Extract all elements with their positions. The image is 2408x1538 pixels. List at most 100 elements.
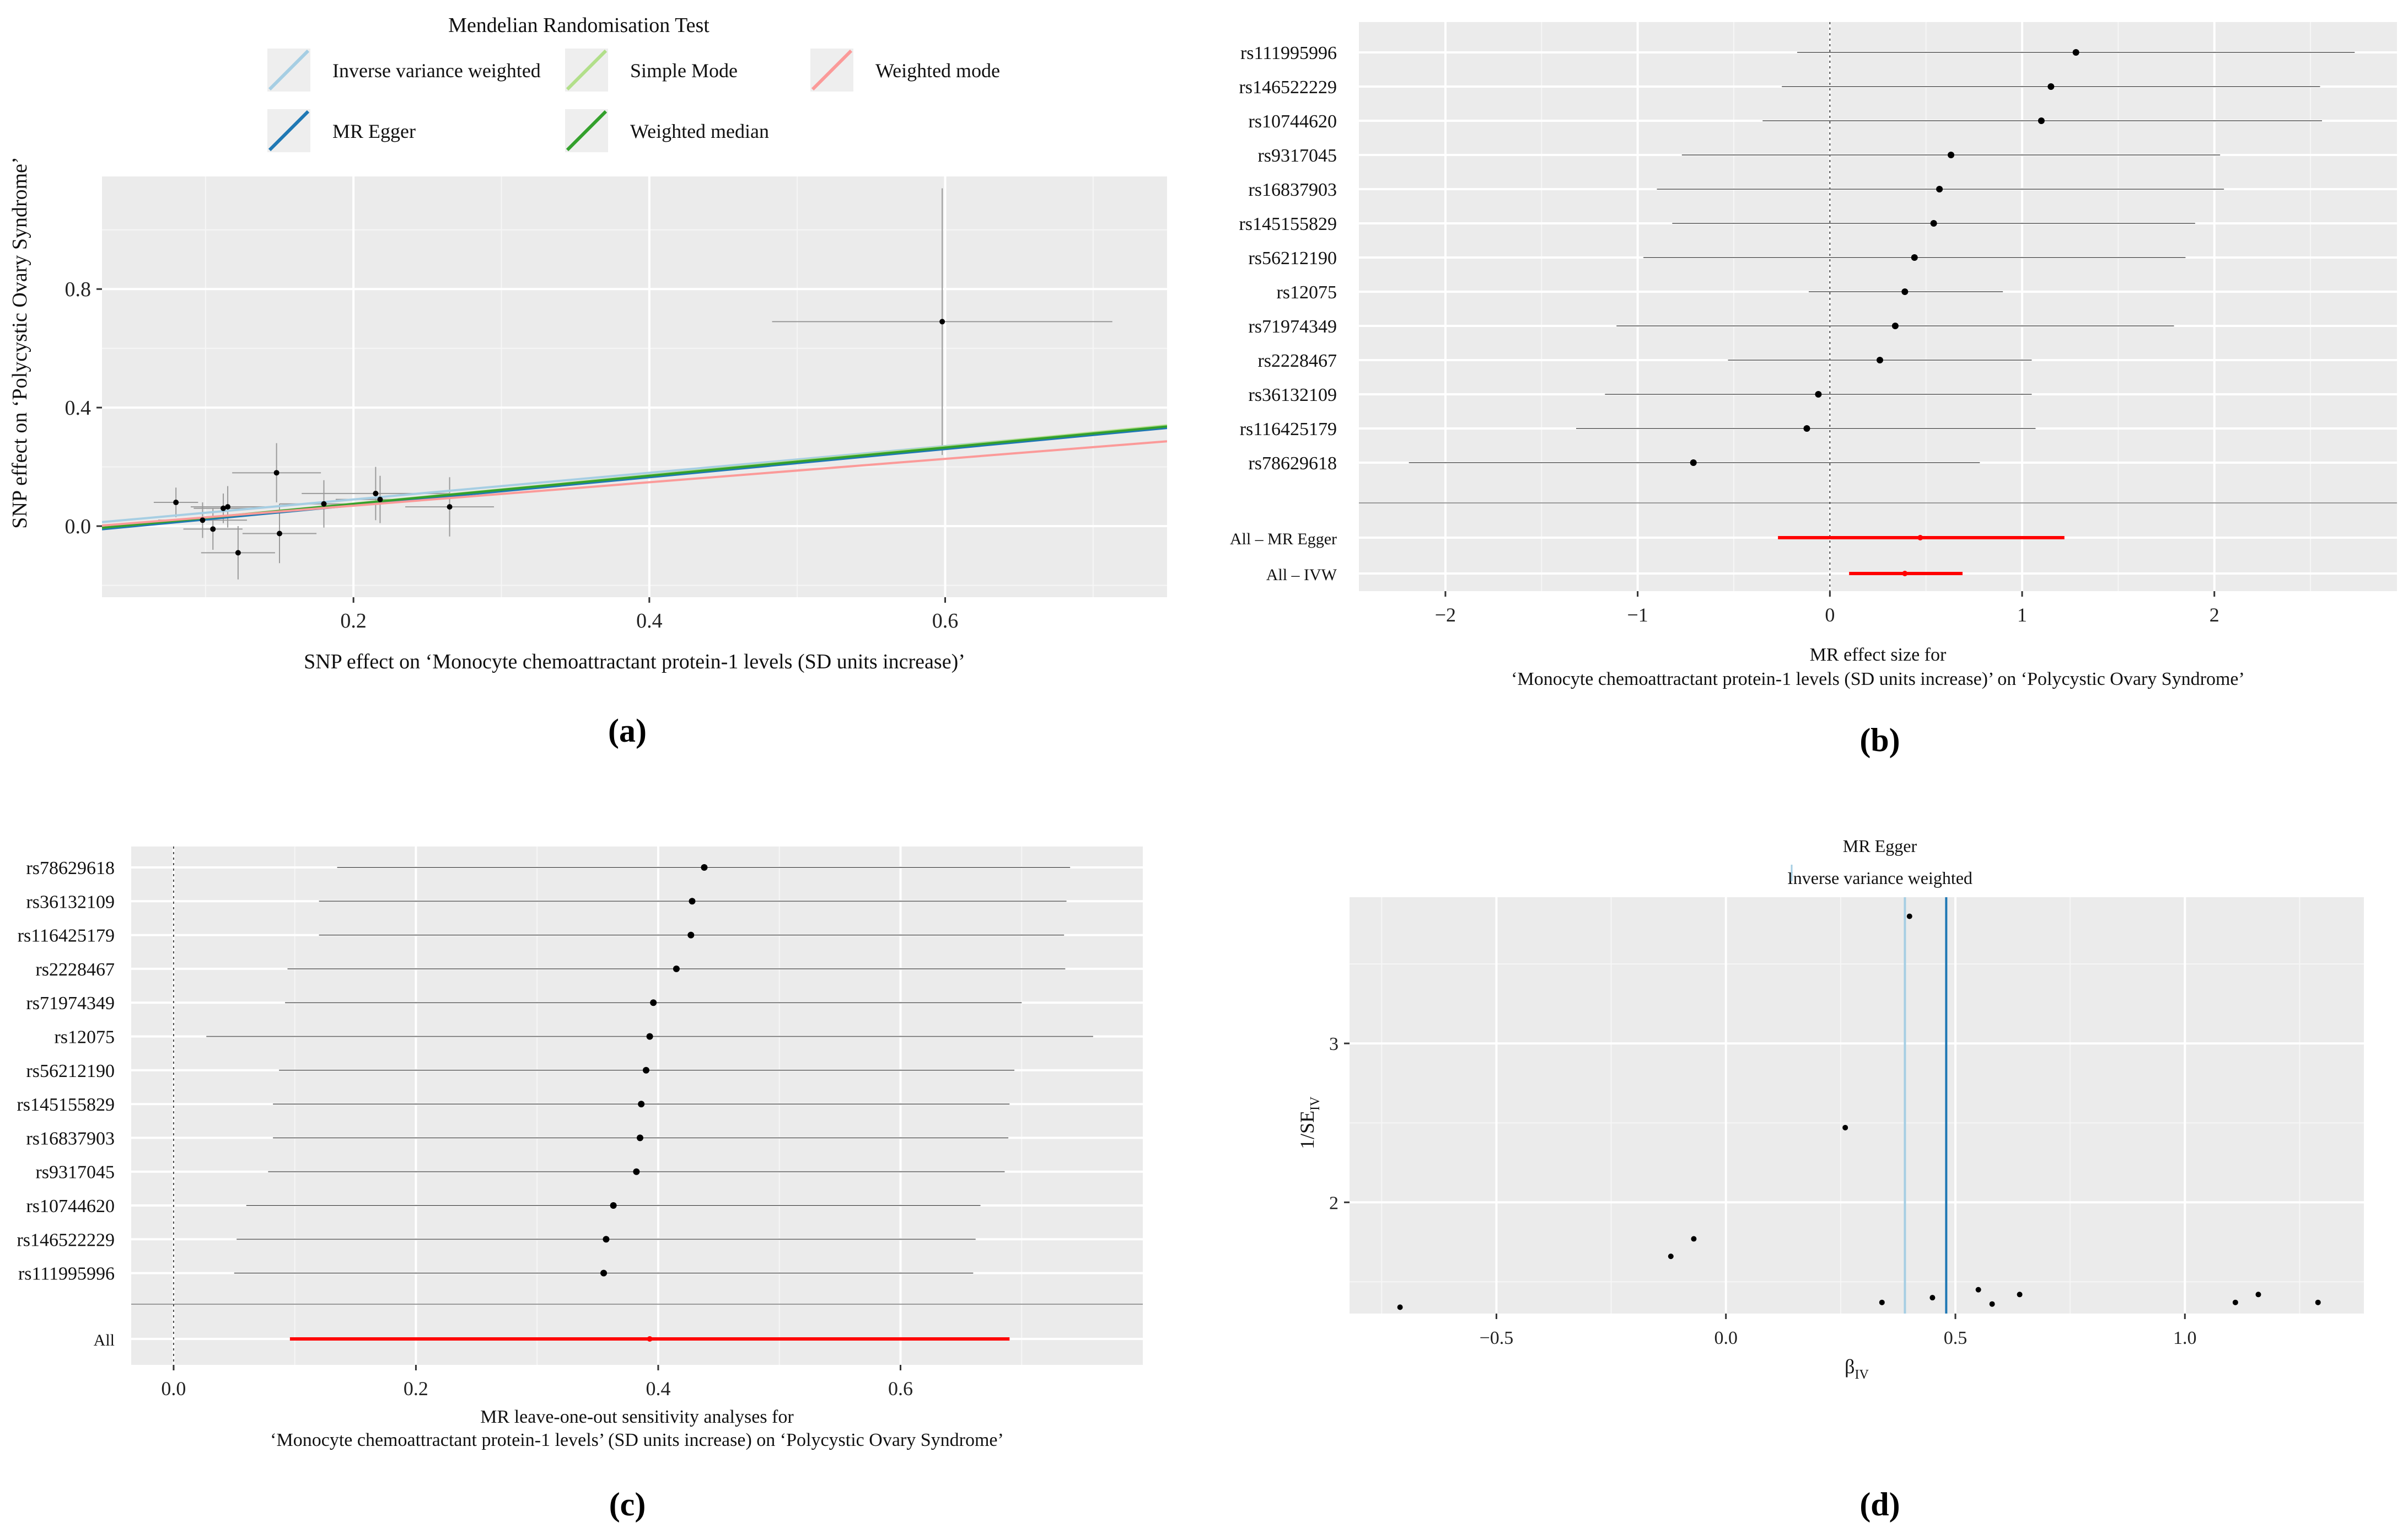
panel-a-legend-key-line — [566, 110, 608, 152]
panel-b-snp-estimate — [2047, 83, 2055, 90]
panel-c-snp-label: rs145155829 — [17, 1095, 115, 1115]
panel-a-x-tick-label: 0.2 — [340, 609, 367, 633]
panel-a-x-tick-label: 0.4 — [636, 609, 663, 633]
panel-a-legend-label: Weighted median — [630, 120, 769, 142]
panel-a-legend-label: Weighted mode — [875, 60, 1000, 82]
panel-d-x-tick-label: 0.0 — [1714, 1328, 1738, 1348]
panel-a-data-point — [277, 530, 282, 537]
panel-d-y-axis-label-subscript: IV — [1308, 1096, 1323, 1111]
panel-b-snp-estimate — [1930, 220, 1937, 227]
panel-a-x-axis-label: SNP effect on ‘Monocyte chemoattractant … — [304, 650, 965, 673]
panel-a-legend-title: Mendelian Randomisation Test — [448, 14, 710, 37]
panel-d-legend-label: Inverse variance weighted — [1787, 868, 1972, 888]
panel-a-legend-label: Simple Mode — [630, 60, 738, 82]
panel-c-x-tick-label: 0.0 — [161, 1378, 186, 1400]
panel-c-background — [131, 846, 1143, 1365]
panel-a-data-point — [173, 500, 179, 506]
panel-c-snp-label: rs10744620 — [26, 1196, 115, 1217]
panel-c-snp-estimate — [636, 1134, 643, 1142]
panel-a-data-point — [377, 496, 383, 502]
panel-c-snp-estimate — [610, 1202, 617, 1209]
panel-b-summary-estimate — [1902, 571, 1908, 576]
panel-c-summary-estimate — [647, 1336, 653, 1342]
panel-b-snp-label: rs2228467 — [1257, 351, 1337, 371]
panel-b-x-tick-label: 2 — [2210, 604, 2219, 626]
panel-b-x-tick-label: 1 — [2017, 604, 2027, 626]
panel-a-data-point — [321, 501, 327, 507]
panel-d-data-point — [2017, 1292, 2023, 1298]
panel-c-snp-estimate — [600, 1269, 608, 1277]
panel-a-regression-line — [102, 440, 1167, 527]
panel-c-snp-estimate — [650, 999, 657, 1006]
panel-a-data-point — [939, 319, 945, 325]
panel-b-snp-estimate — [1901, 288, 1909, 295]
panel-b-snp-estimate — [1891, 323, 1899, 329]
panel-b-snp-label: rs10744620 — [1248, 111, 1337, 132]
panel-d-label: (d) — [1859, 1486, 1900, 1523]
panel-c-snp-estimate — [646, 1033, 653, 1040]
panel-b-snp-estimate — [1876, 357, 1883, 363]
panel-d-x-tick-label: −0.5 — [1480, 1328, 1514, 1348]
panel-c-snp-label: rs9317045 — [35, 1162, 115, 1183]
panel-a-data-point — [221, 505, 227, 511]
panel-c-snp-label: rs78629618 — [26, 858, 115, 878]
panel-c-x-tick-label: 0.4 — [646, 1378, 670, 1400]
panel-c-x-axis-label-line2: ‘Monocyte chemoattractant protein-1 leve… — [270, 1430, 1004, 1450]
panel-b-snp-estimate — [2038, 117, 2045, 124]
panel-c-snp-estimate — [603, 1236, 610, 1243]
panel-b-snp-label: rs56212190 — [1248, 248, 1337, 269]
panel-c-snp-estimate — [633, 1168, 640, 1175]
panel-b-x-tick-label: −2 — [1435, 604, 1456, 626]
panel-b-x-axis-label-line2: ‘Monocyte chemoattractant protein-1 leve… — [1511, 669, 2245, 689]
panel-d-data-point — [1989, 1301, 1995, 1307]
panel-b-label: (b) — [1859, 722, 1900, 758]
panel-d-funnel: −0.5 0.0 0.5 1.0 2 3 MR Egger Inverse variance … — [1296, 836, 2364, 1382]
panel-c-snp-label: rs12075 — [54, 1027, 115, 1048]
panel-c-snp-label: rs56212190 — [26, 1061, 115, 1081]
panel-b-snp-label: rs71974349 — [1248, 317, 1337, 337]
panel-b-snp-estimate — [1815, 391, 1822, 398]
panel-b-snp-label: rs116425179 — [1240, 419, 1337, 440]
panel-a-legend-key-line — [566, 49, 608, 91]
panel-a-x-tick-label: 0.6 — [932, 609, 959, 633]
panel-a-legend-key-line — [811, 49, 853, 91]
panel-a-scatter: 0.2 0.4 0.6 0.0 0.4 0.8 SNP effect on ‘Monocyt… — [8, 14, 1167, 673]
panel-b-summary-label: All – IVW — [1266, 566, 1337, 584]
panel-d-y-tick-label: 3 — [1329, 1034, 1339, 1054]
panel-d-data-point — [1975, 1287, 1981, 1293]
panel-a-y-axis-label: SNP effect on ‘Polycystic Ovary Syndrome… — [8, 157, 31, 528]
panel-a-data-point — [235, 550, 241, 556]
panel-a-y-tick-label: 0.0 — [65, 515, 92, 538]
panel-b-snp-label: rs9317045 — [1257, 146, 1337, 166]
panel-a-data-point — [373, 490, 379, 496]
panel-b-snp-estimate — [1690, 459, 1697, 466]
panel-a-y-tick-label: 0.4 — [65, 396, 92, 420]
panel-c-label: (c) — [609, 1486, 646, 1523]
panel-b-summary-label: All – MR Egger — [1230, 530, 1337, 548]
panel-b-snp-label: rs16837903 — [1248, 180, 1337, 200]
panel-d-legend-label: MR Egger — [1843, 836, 1917, 856]
panel-c-snp-label: rs116425179 — [18, 926, 115, 946]
panel-c-snp-estimate — [638, 1101, 645, 1108]
panel-a-y-tick-label: 0.8 — [65, 278, 92, 301]
panel-d-data-point — [1691, 1236, 1697, 1242]
panel-c-x-axis-label-line1: MR leave-one-out sensitivity analyses fo… — [480, 1407, 794, 1427]
panel-b-x-tick-label: 0 — [1825, 604, 1835, 626]
panel-c-snp-label: rs36132109 — [26, 892, 115, 912]
panel-c-x-tick-label: 0.6 — [888, 1378, 913, 1400]
panel-a-data-point — [273, 470, 280, 476]
panel-d-data-point — [2232, 1299, 2238, 1305]
panel-d-data-point — [1668, 1253, 1674, 1260]
panel-c-snp-estimate — [642, 1067, 649, 1074]
panel-d-y-axis-label-symbol: 1/SE — [1296, 1111, 1318, 1149]
panel-b-snp-label: rs36132109 — [1248, 385, 1337, 405]
panel-d-y-tick-label: 2 — [1329, 1193, 1339, 1213]
panel-b-forest: −2 −1 0 1 2 rs111995996 rs146522229 rs10744620 r… — [1230, 22, 2397, 689]
panel-b-summary-estimate — [1917, 535, 1923, 540]
panel-a-legend-key-line — [268, 110, 310, 152]
panel-d-x-axis-label: βIV — [1845, 1355, 1869, 1382]
panel-b-snp-label: rs111995996 — [1240, 43, 1337, 63]
panel-c-snp-label: rs71974349 — [26, 993, 115, 1014]
panel-c-snp-label: rs2228467 — [35, 960, 115, 980]
